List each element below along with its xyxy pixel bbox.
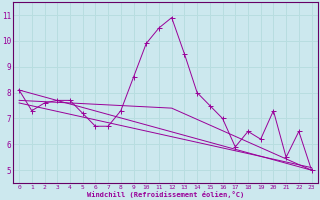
X-axis label: Windchill (Refroidissement éolien,°C): Windchill (Refroidissement éolien,°C) bbox=[87, 191, 244, 198]
